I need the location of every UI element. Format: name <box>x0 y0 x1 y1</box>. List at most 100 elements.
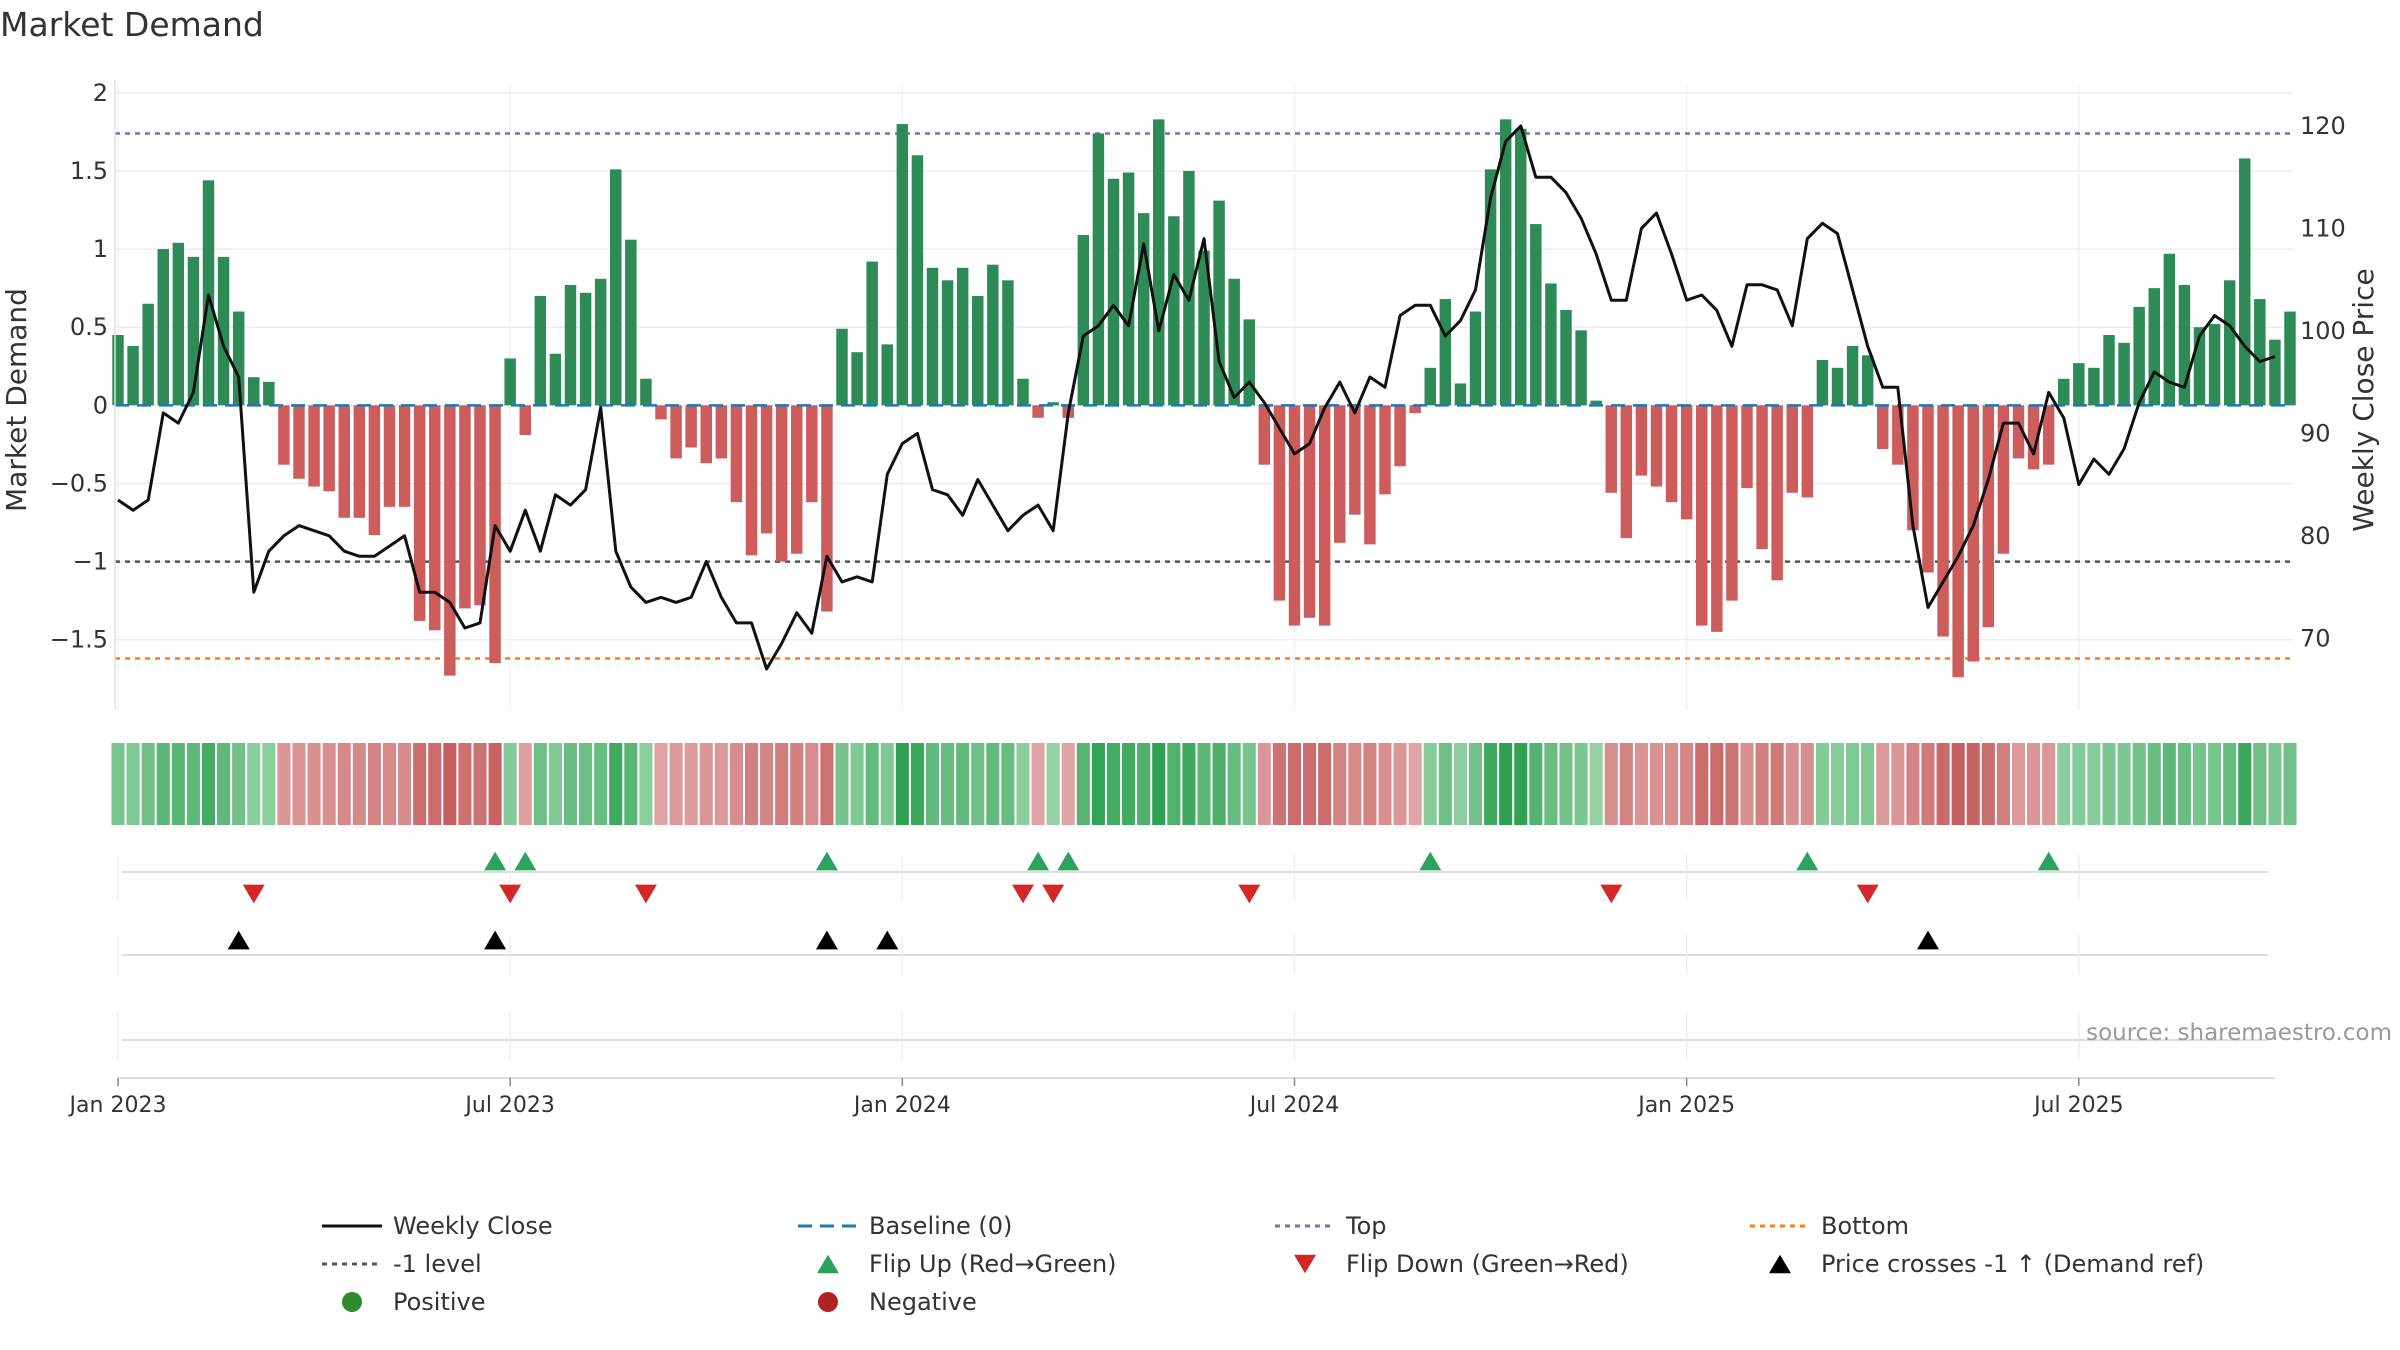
heat-cell <box>2208 743 2222 825</box>
heat-cell <box>307 743 321 825</box>
heat-cell <box>1695 743 1709 825</box>
demand-bar <box>685 405 697 448</box>
demand-bar <box>1092 133 1105 406</box>
heat-cell <box>639 743 653 825</box>
heat-cell <box>1408 743 1422 825</box>
heat-cell <box>986 743 1000 825</box>
demand-bar <box>1379 405 1391 495</box>
flip-down-marker <box>1856 884 1879 904</box>
heat-cell <box>186 743 200 825</box>
demand-heat-strip <box>111 743 2297 825</box>
demand-bars <box>112 119 2296 678</box>
demand-bar <box>2103 335 2115 406</box>
heat-cell <box>760 743 774 825</box>
demand-bar <box>413 405 426 621</box>
legend-item: Positive <box>342 1288 486 1316</box>
demand-bar <box>1545 283 1557 406</box>
demand-bar <box>1137 213 1150 406</box>
demand-bar <box>2042 405 2055 465</box>
heat-cell <box>1710 743 1724 825</box>
heat-cell <box>428 743 442 825</box>
x-tick-label: Jan 2024 <box>852 1093 951 1118</box>
legend-item: Price crosses -1 ↑ (Demand ref) <box>1769 1250 2204 1278</box>
demand-bar <box>549 353 562 406</box>
y-right-tick-label: 100 <box>2300 317 2346 345</box>
weekly-close-line <box>117 124 2276 671</box>
heat-cell <box>563 743 578 825</box>
x-tick-label: Jan 2023 <box>68 1093 167 1118</box>
heat-cell <box>1589 743 1603 825</box>
demand-bar <box>700 405 712 464</box>
heat-cell <box>895 743 909 825</box>
heat-cell <box>2223 743 2237 825</box>
legend-label: Weekly Close <box>393 1212 553 1240</box>
demand-bar <box>2208 324 2221 406</box>
price-line-layer <box>117 124 2276 671</box>
demand-bar <box>1877 405 1889 450</box>
flip-down-marker <box>1042 884 1065 904</box>
demand-bar <box>172 242 185 406</box>
demand-bar <box>1786 405 1798 493</box>
demand-bar <box>1530 224 1542 406</box>
demand-bar <box>972 295 984 406</box>
heat-cell <box>2027 743 2041 825</box>
legend-label: Baseline (0) <box>869 1212 1012 1240</box>
demand-bar <box>987 264 999 406</box>
legend-item: -1 level <box>322 1250 482 1278</box>
demand-bar <box>1590 400 1602 406</box>
demand-bar <box>1922 405 1934 573</box>
heat-cell <box>2087 743 2101 825</box>
demand-bar <box>1153 119 1165 406</box>
heat-cell <box>594 743 608 825</box>
heat-cell <box>775 743 789 825</box>
x-tick-label: Jan 2025 <box>1636 1093 1735 1118</box>
legend-label: Top <box>1345 1212 1387 1240</box>
heat-cell <box>820 743 834 825</box>
demand-bar <box>1831 367 1844 406</box>
demand-bar <box>1515 128 1527 406</box>
heat-cell <box>1031 743 1045 825</box>
heat-cell <box>352 743 366 825</box>
heat-cell <box>1951 743 1965 825</box>
demand-bar <box>534 295 547 406</box>
x-tick-label: Jul 2025 <box>2032 1093 2124 1118</box>
demand-bar <box>745 405 758 556</box>
demand-bar <box>1726 405 1738 601</box>
heat-cell <box>865 743 879 825</box>
heat-cell <box>1846 743 1860 825</box>
legend-label: -1 level <box>393 1250 482 1278</box>
demand-bar <box>338 405 350 518</box>
heat-cell <box>2117 743 2131 825</box>
demand-bar <box>610 169 622 406</box>
legend-swatch-circle <box>818 1292 838 1312</box>
demand-bar <box>1243 319 1255 406</box>
demand-bar <box>217 256 230 406</box>
heat-cell <box>488 743 502 825</box>
demand-bar <box>519 405 531 435</box>
legend-item: Flip Up (Red→Green) <box>817 1250 1117 1278</box>
heat-cell <box>247 743 261 825</box>
heat-cell <box>1423 743 1437 825</box>
demand-bar <box>851 352 863 406</box>
demand-bar <box>1122 172 1135 406</box>
heat-cell <box>1981 743 1995 825</box>
flip-up-marker <box>484 851 507 871</box>
legend-swatch-triangle-down <box>1294 1254 1316 1274</box>
demand-bar <box>806 405 818 503</box>
y-left-tick-label: −1.5 <box>50 626 108 654</box>
x-tick-label: Jul 2024 <box>1248 1093 1340 1118</box>
heat-cell <box>277 743 291 825</box>
heat-cell <box>1559 743 1573 825</box>
flip-up-marker <box>514 851 537 871</box>
heat-cell <box>1046 743 1060 825</box>
demand-bar <box>1439 299 1452 406</box>
heat-cell <box>1815 743 1829 825</box>
heat-cell <box>1061 743 1075 825</box>
legend-label: Flip Down (Green→Red) <box>1346 1250 1629 1278</box>
heat-cell <box>473 743 487 825</box>
legend-swatch-circle <box>342 1292 362 1312</box>
demand-bar <box>2027 405 2040 470</box>
demand-bar <box>323 405 335 492</box>
demand-bar <box>1469 311 1482 406</box>
demand-bar <box>1183 170 1195 406</box>
